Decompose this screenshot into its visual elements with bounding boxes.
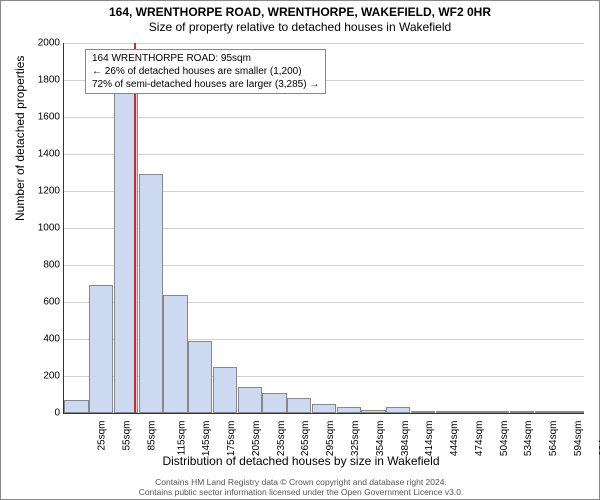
bar xyxy=(559,411,583,413)
x-tick-label: 474sqm xyxy=(474,421,485,457)
y-tick-label: 2000 xyxy=(38,38,60,49)
bar xyxy=(361,410,385,413)
footer-text: Contains HM Land Registry data © Crown c… xyxy=(1,477,600,497)
bar xyxy=(510,411,534,413)
chart-container: 164, WRENTHORPE ROAD, WRENTHORPE, WAKEFI… xyxy=(0,0,600,500)
bar xyxy=(188,341,212,413)
bar xyxy=(213,367,237,413)
gridline xyxy=(64,117,584,118)
x-tick-label: 115sqm xyxy=(176,421,187,456)
y-tick-label: 1600 xyxy=(38,112,60,123)
x-tick-label: 25sqm xyxy=(97,421,108,451)
y-tick-label: 400 xyxy=(43,334,60,345)
x-tick-label: 325sqm xyxy=(350,421,361,457)
y-axis-label: Number of detached properties xyxy=(13,56,27,221)
x-tick-label: 444sqm xyxy=(449,421,460,457)
y-tick-label: 1800 xyxy=(38,75,60,86)
x-tick-label: 295sqm xyxy=(325,421,336,457)
bar xyxy=(64,400,88,413)
chart-title-line1: 164, WRENTHORPE ROAD, WRENTHORPE, WAKEFI… xyxy=(1,5,599,19)
x-tick-label: 145sqm xyxy=(202,421,213,457)
x-tick-label: 205sqm xyxy=(251,421,262,457)
bar xyxy=(139,174,163,413)
x-tick-label: 175sqm xyxy=(226,421,237,457)
x-tick-label: 235sqm xyxy=(276,421,287,457)
x-tick-label: 564sqm xyxy=(548,421,559,457)
x-axis-label: Distribution of detached houses by size … xyxy=(1,454,600,468)
y-tick-label: 200 xyxy=(43,371,60,382)
bar xyxy=(411,411,435,413)
gridline xyxy=(64,154,584,155)
x-tick-label: 414sqm xyxy=(424,421,435,457)
footer-line1: Contains HM Land Registry data © Crown c… xyxy=(1,477,600,487)
bar xyxy=(262,393,286,413)
y-tick-label: 800 xyxy=(43,260,60,271)
bar xyxy=(485,411,509,413)
x-tick-label: 265sqm xyxy=(301,421,312,457)
x-tick-label: 354sqm xyxy=(375,421,386,457)
x-tick-label: 594sqm xyxy=(573,421,584,457)
y-tick-label: 600 xyxy=(43,297,60,308)
gridline xyxy=(64,43,584,44)
y-tick-label: 1400 xyxy=(38,149,60,160)
y-tick-label: 0 xyxy=(54,408,60,419)
x-tick-label: 85sqm xyxy=(146,421,157,451)
annotation-box: 164 WRENTHORPE ROAD: 95sqm ← 26% of deta… xyxy=(85,49,326,94)
chart-area: 020040060080010001200140016001800200025s… xyxy=(63,43,583,413)
plot-region: 020040060080010001200140016001800200025s… xyxy=(63,43,584,414)
x-tick-label: 534sqm xyxy=(523,421,534,457)
annotation-line1: 164 WRENTHORPE ROAD: 95sqm xyxy=(92,52,319,65)
chart-title-line2: Size of property relative to detached ho… xyxy=(1,20,599,34)
bar xyxy=(287,398,311,413)
bar xyxy=(312,404,336,413)
y-tick-label: 1000 xyxy=(38,223,60,234)
x-tick-label: 55sqm xyxy=(122,421,133,451)
footer-line2: Contains public sector information licen… xyxy=(1,487,600,497)
bar xyxy=(89,285,113,413)
marker-line xyxy=(134,43,136,413)
bar xyxy=(436,411,460,413)
bar xyxy=(460,411,484,413)
annotation-line3: 72% of semi-detached houses are larger (… xyxy=(92,78,319,91)
bar xyxy=(337,407,361,413)
bar xyxy=(535,411,559,413)
x-tick-label: 504sqm xyxy=(499,421,510,457)
y-tick-label: 1200 xyxy=(38,186,60,197)
x-tick-label: 384sqm xyxy=(400,421,411,457)
bar xyxy=(386,407,410,413)
annotation-line2: ← 26% of detached houses are smaller (1,… xyxy=(92,65,319,78)
bar xyxy=(163,295,187,413)
bar xyxy=(238,387,262,413)
